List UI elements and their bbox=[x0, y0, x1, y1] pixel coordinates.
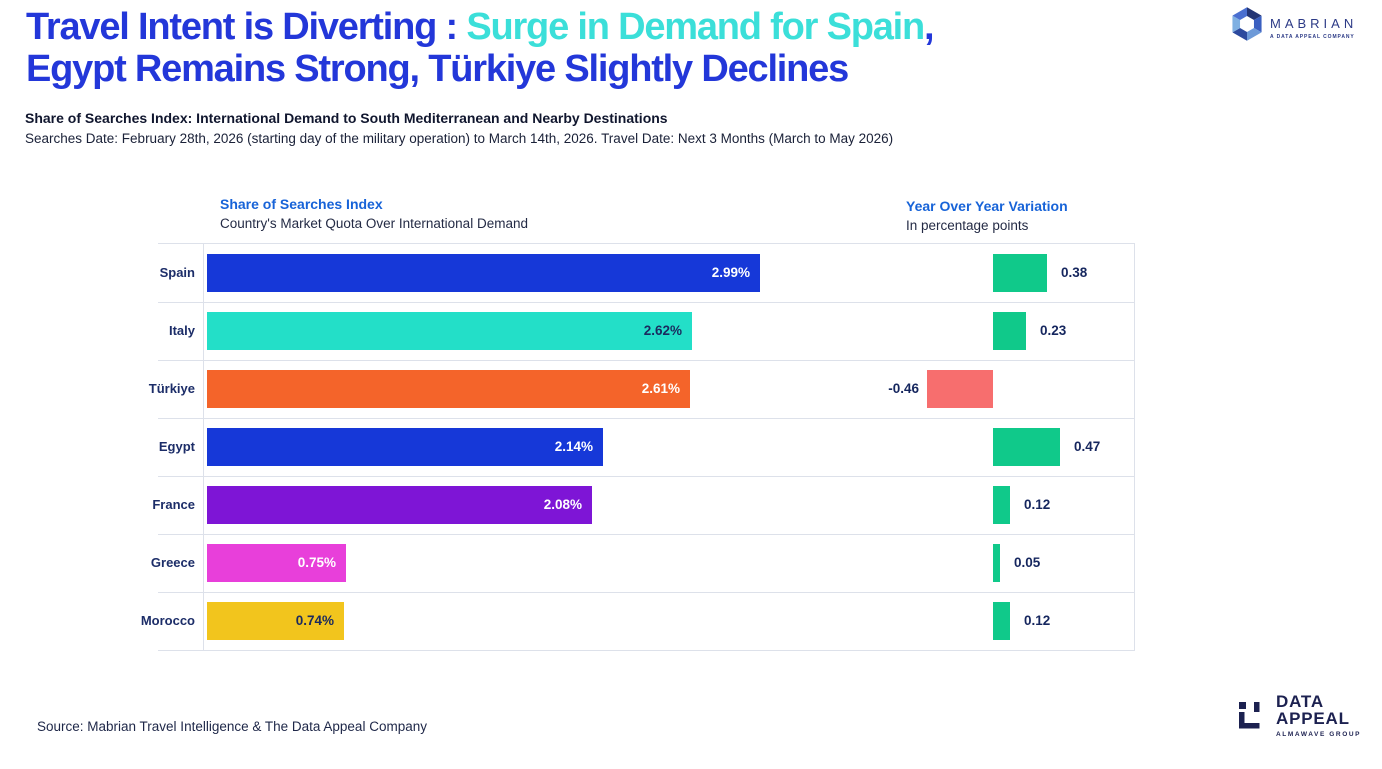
title-line1-highlight: Surge in Demand for Spain bbox=[466, 6, 925, 48]
data-appeal-logo-tagline: ALMAWAVE GROUP bbox=[1276, 731, 1362, 738]
yoy-value: 0.23 bbox=[1040, 323, 1067, 338]
share-bar: 2.62% bbox=[207, 312, 692, 350]
yoy-value: 0.12 bbox=[1024, 497, 1051, 512]
chart-dates-subtitle: Searches Date: February 28th, 2026 (star… bbox=[25, 131, 894, 146]
yoy-value: 0.05 bbox=[1014, 555, 1041, 570]
share-bar: 0.75% bbox=[207, 544, 346, 582]
yoy-bar bbox=[993, 428, 1060, 466]
share-value: 0.74% bbox=[295, 613, 334, 628]
yoy-value: -0.46 bbox=[888, 381, 919, 396]
data-appeal-logo-line2: APPEAL bbox=[1276, 709, 1350, 728]
share-bar: 2.61% bbox=[207, 370, 690, 408]
country-label: Türkiye bbox=[148, 381, 195, 396]
data-appeal-logo-text: DATA APPEAL ALMAWAVE GROUP bbox=[1276, 693, 1361, 738]
share-bar: 0.74% bbox=[207, 602, 344, 640]
country-label: Egypt bbox=[158, 439, 195, 454]
yoy-bar bbox=[993, 544, 1000, 582]
yoy-bar bbox=[993, 486, 1010, 524]
yoy-bar bbox=[993, 602, 1010, 640]
yoy-value: 0.12 bbox=[1024, 613, 1051, 628]
country-label: Morocco bbox=[140, 613, 195, 628]
chart-row: Egypt 2.14% 0.47 bbox=[158, 418, 1135, 477]
chart-subtitle: Share of Searches Index: International D… bbox=[25, 110, 668, 126]
share-bar: 2.14% bbox=[207, 428, 603, 466]
country-label: Greece bbox=[150, 555, 195, 570]
chart-row: Italy 2.62% 0.23 bbox=[158, 302, 1135, 361]
share-value: 2.99% bbox=[711, 265, 750, 280]
chart-axis-line bbox=[203, 244, 204, 650]
yoy-column-header: Year Over Year Variation In percentage p… bbox=[906, 198, 1068, 233]
country-label: Spain bbox=[159, 265, 195, 280]
yoy-bar bbox=[993, 312, 1026, 350]
bar-chart: Spain 2.99% 0.38 Italy 2.62% 0.23 Türkiye 2.61%… bbox=[141, 243, 1135, 651]
title-line1-tail: , bbox=[924, 6, 935, 48]
share-value: 2.14% bbox=[554, 439, 593, 454]
mabrian-logo-icon bbox=[1232, 7, 1262, 41]
share-column-header: Share of Searches Index Country's Market… bbox=[220, 196, 528, 231]
mabrian-logo-text: MABRIAN A DATA APPEAL COMPANY bbox=[1270, 4, 1357, 40]
yoy-column-subtitle: In percentage points bbox=[906, 218, 1029, 233]
country-label: France bbox=[152, 497, 195, 512]
yoy-value: 0.47 bbox=[1074, 439, 1101, 454]
chart-row: Türkiye 2.61% -0.46 bbox=[149, 360, 1135, 419]
yoy-bar bbox=[993, 254, 1047, 292]
share-value: 2.62% bbox=[643, 323, 682, 338]
mabrian-logo: MABRIAN A DATA APPEAL COMPANY bbox=[1231, 4, 1357, 44]
country-label: Italy bbox=[168, 323, 195, 338]
data-appeal-logo-line1: DATA bbox=[1276, 692, 1324, 711]
title-line1-blue: Travel Intent is Diverting : bbox=[26, 6, 467, 48]
share-value: 2.61% bbox=[641, 381, 680, 396]
yoy-bar bbox=[927, 370, 993, 408]
data-appeal-logo: DATA APPEAL ALMAWAVE GROUP bbox=[1237, 693, 1361, 738]
share-column-subtitle: Country's Market Quota Over Internationa… bbox=[220, 216, 528, 231]
chart-right-boundary-line bbox=[1134, 244, 1135, 650]
page-title: Travel Intent is Diverting : Surge in De… bbox=[26, 6, 1146, 90]
title-line2: Egypt Remains Strong, Türkiye Slightly D… bbox=[26, 48, 849, 90]
share-value: 0.75% bbox=[297, 555, 336, 570]
chart-row: Greece 0.75% 0.05 bbox=[151, 534, 1135, 593]
mabrian-logo-tagline: A DATA APPEAL COMPANY bbox=[1270, 34, 1355, 40]
source-text: Source: Mabrian Travel Intelligence & Th… bbox=[37, 719, 427, 734]
chart-row: Morocco 0.74% 0.12 bbox=[141, 592, 1135, 651]
share-bar: 2.08% bbox=[207, 486, 592, 524]
mabrian-logo-name: MABRIAN bbox=[1270, 16, 1358, 31]
share-column-title: Share of Searches Index bbox=[220, 196, 383, 212]
chart-row: Spain 2.99% 0.38 bbox=[158, 244, 1135, 303]
share-bar: 2.99% bbox=[207, 254, 760, 292]
yoy-column-title: Year Over Year Variation bbox=[906, 198, 1068, 214]
share-value: 2.08% bbox=[543, 497, 582, 512]
yoy-value: 0.38 bbox=[1061, 265, 1088, 280]
data-appeal-logo-icon bbox=[1239, 702, 1260, 729]
chart-row: France 2.08% 0.12 bbox=[152, 476, 1135, 535]
